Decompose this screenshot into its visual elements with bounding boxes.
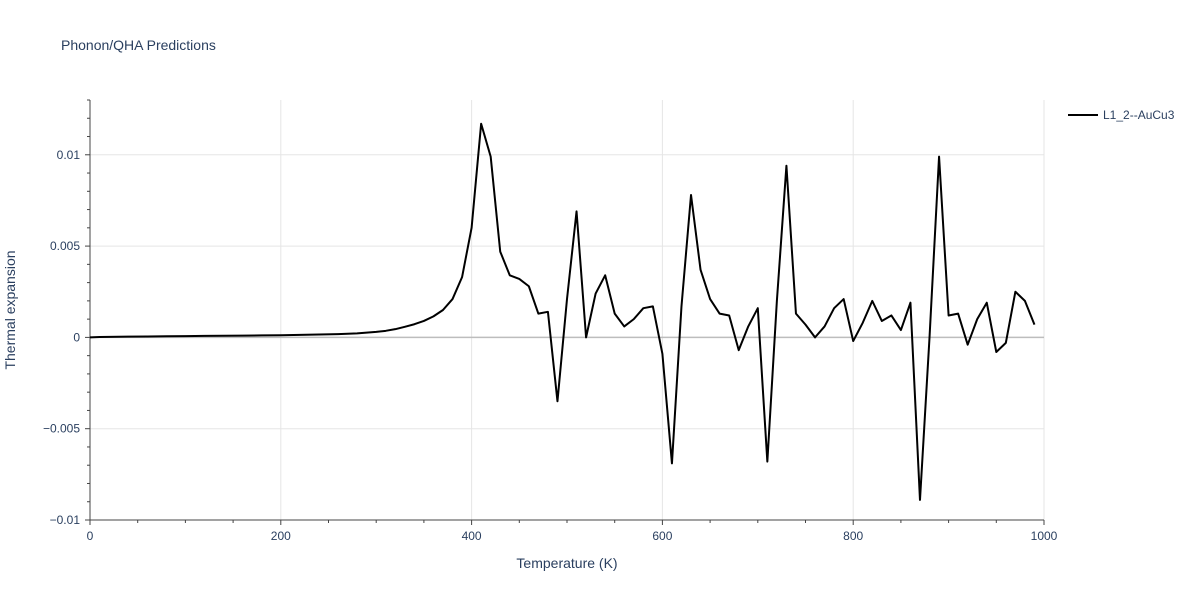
x-tick-label: 600 xyxy=(652,529,672,543)
x-tick-label: 0 xyxy=(87,529,94,543)
y-tick-label: 0.01 xyxy=(57,148,81,162)
y-axis-title: Thermal expansion xyxy=(2,250,18,369)
legend[interactable]: L1_2--AuCu3 xyxy=(1068,108,1175,122)
y-tick-label: −0.01 xyxy=(50,513,81,527)
legend-label[interactable]: L1_2--AuCu3 xyxy=(1103,108,1175,122)
x-tick-label: 1000 xyxy=(1031,529,1058,543)
axes: 0 200 400 600 800 1000 −0.01 −0.005 0 0.005 0.01 xyxy=(43,99,1058,543)
grid xyxy=(90,100,1045,521)
y-tick-label: 0.005 xyxy=(50,239,80,253)
x-tick-label: 800 xyxy=(843,529,863,543)
series-line xyxy=(89,122,1036,501)
x-tick-label: 400 xyxy=(462,529,482,543)
chart-title: Phonon/QHA Predictions xyxy=(61,37,216,53)
y-tick-label: −0.005 xyxy=(43,422,80,436)
series-layer xyxy=(89,122,1036,501)
x-tick-label: 200 xyxy=(271,529,291,543)
x-axis-title: Temperature (K) xyxy=(516,555,617,571)
y-tick-label: 0 xyxy=(73,330,80,344)
